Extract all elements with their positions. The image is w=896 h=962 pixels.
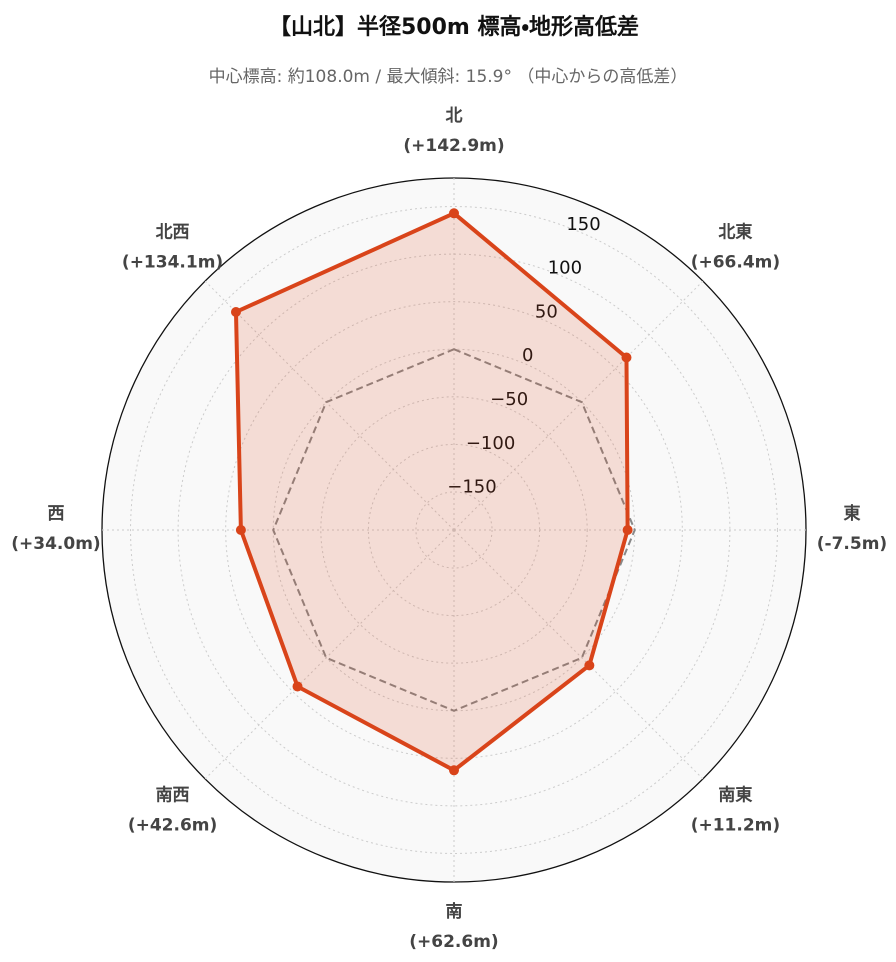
data-point xyxy=(622,525,633,535)
category-label: 北東 xyxy=(718,222,752,243)
value-label: (+42.6m) xyxy=(128,815,217,835)
grid-circle xyxy=(177,253,731,807)
chart-subtitle: 中心標高: 約108.0m / 最大傾斜: 15.9° （中心からの高低差） xyxy=(209,67,688,87)
chart-title: 【山北】半径500m 標高・地形高低差 xyxy=(269,14,639,40)
value-label: (-7.5m) xyxy=(817,534,887,554)
value-label: (+134.1m) xyxy=(122,253,223,273)
spoke xyxy=(453,529,704,780)
data-point xyxy=(449,208,459,219)
value-label: (+142.9m) xyxy=(403,136,504,156)
data-point xyxy=(449,765,459,776)
spoke xyxy=(204,529,455,780)
r-tick-label: 50 xyxy=(535,301,558,322)
data-point xyxy=(235,525,246,535)
category-label: 南 xyxy=(446,901,463,922)
data-point xyxy=(621,352,632,363)
category-label: 南西 xyxy=(156,784,190,805)
category-label: 北西 xyxy=(156,223,190,243)
grid-circle xyxy=(225,301,683,759)
r-tick-label: 150 xyxy=(566,214,600,235)
grid-circle xyxy=(320,396,588,664)
category-label: 東 xyxy=(844,503,861,524)
data-point xyxy=(230,306,241,317)
data-point xyxy=(584,660,595,671)
category-label: 北 xyxy=(446,106,463,126)
r-tick-label: −50 xyxy=(490,389,528,410)
grid-circle xyxy=(130,206,778,854)
grid-circle xyxy=(415,491,493,569)
data-point xyxy=(292,681,303,692)
r-tick-label: −100 xyxy=(466,433,515,454)
spoke xyxy=(204,280,455,531)
value-label: (+62.6m) xyxy=(409,932,498,952)
category-label: 西 xyxy=(48,504,65,524)
r-tick-label: 0 xyxy=(522,345,533,366)
r-tick-label: 100 xyxy=(548,258,582,279)
value-label: (+11.2m) xyxy=(691,815,780,835)
grid-circle xyxy=(367,443,541,617)
category-label: 南東 xyxy=(718,784,752,805)
spoke xyxy=(453,280,704,531)
zero-line xyxy=(272,348,636,712)
r-tick-label: −150 xyxy=(447,477,496,498)
value-label: (+66.4m) xyxy=(691,253,780,273)
value-label: (+34.0m) xyxy=(11,534,100,554)
